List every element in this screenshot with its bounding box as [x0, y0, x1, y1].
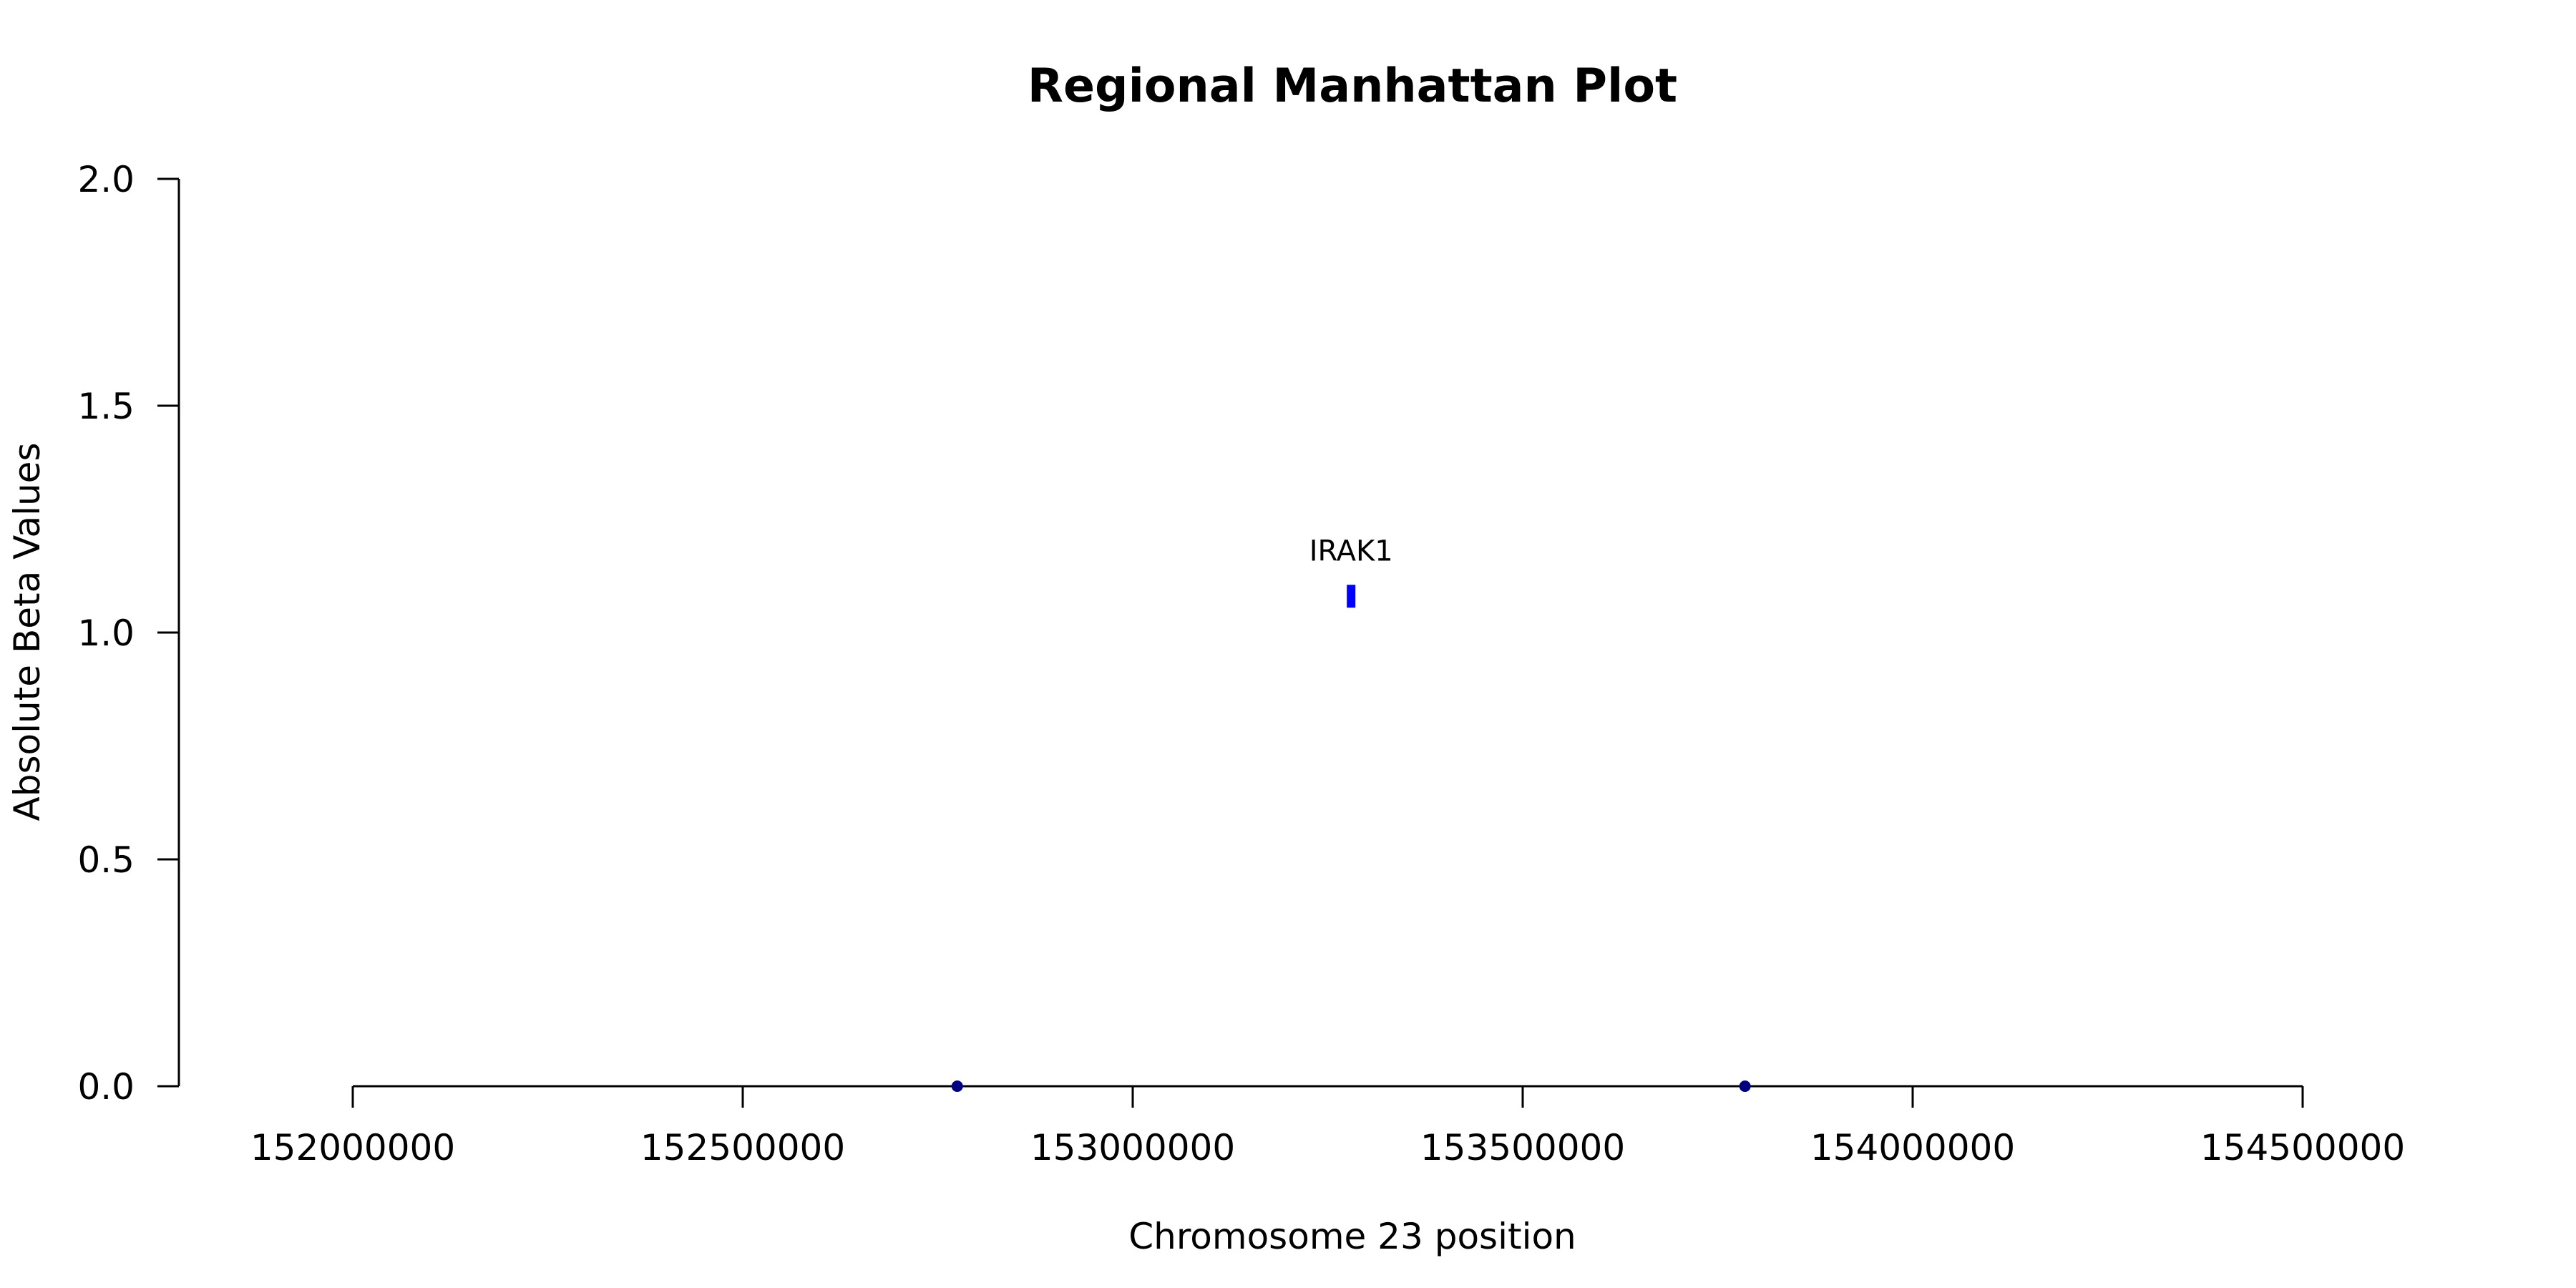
y-tick-label: 2.0: [77, 159, 135, 200]
x-tick-label: 153500000: [1420, 1127, 1625, 1169]
x-tick-label: 152000000: [250, 1127, 455, 1169]
y-tick-label: 0.0: [77, 1066, 135, 1108]
data-point: [1739, 1080, 1751, 1092]
x-tick-label: 154500000: [2200, 1127, 2405, 1169]
y-axis: 0.0 0.5 1.0 1.5 2.0: [77, 159, 180, 1108]
x-tick-label: 153000000: [1030, 1127, 1235, 1169]
chart-title: Regional Manhattan Plot: [1028, 59, 1677, 113]
x-axis: 152000000 152500000 153000000 153500000 1540…: [250, 1085, 2405, 1169]
data-point: [951, 1080, 963, 1092]
y-tick-label: 0.5: [77, 839, 135, 881]
data-point-bar: [1347, 585, 1356, 608]
y-tick-label: 1.0: [77, 613, 135, 654]
x-tick-label: 154000000: [1810, 1127, 2015, 1169]
y-axis-label: Absolute Beta Values: [6, 443, 48, 821]
point-annotation: IRAK1: [1309, 535, 1393, 567]
y-tick-label: 1.5: [77, 386, 135, 427]
data-points: IRAK1: [951, 535, 1751, 1092]
x-axis-label: Chromosome 23 position: [1128, 1216, 1576, 1257]
x-tick-label: 152500000: [640, 1127, 845, 1169]
